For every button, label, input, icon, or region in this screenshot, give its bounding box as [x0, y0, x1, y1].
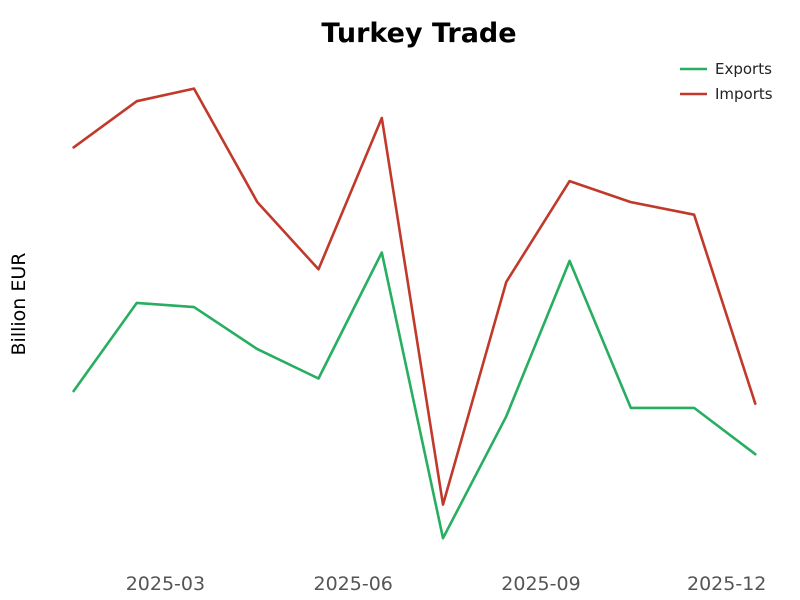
- legend-label: Imports: [715, 85, 773, 103]
- series-line-imports: [72, 87, 757, 506]
- y-axis-label: Billion EUR: [8, 253, 30, 356]
- x-tick-label: 2025-09: [501, 573, 580, 595]
- legend-entry-imports: Imports: [680, 85, 773, 103]
- legend-label: Exports: [715, 60, 772, 78]
- x-tick-label: 2025-12: [687, 573, 766, 595]
- legend-entry-exports: Exports: [680, 60, 772, 78]
- chart-title: Turkey Trade: [321, 18, 516, 49]
- series-line-exports: [72, 251, 757, 540]
- x-axis-ticks: 2025-03 2025-06 2025-09 2025-12: [126, 573, 767, 595]
- x-tick-label: 2025-06: [314, 573, 393, 595]
- plot-area: [72, 87, 757, 540]
- legend: Exports Imports: [680, 60, 773, 103]
- x-tick-label: 2025-03: [126, 573, 205, 595]
